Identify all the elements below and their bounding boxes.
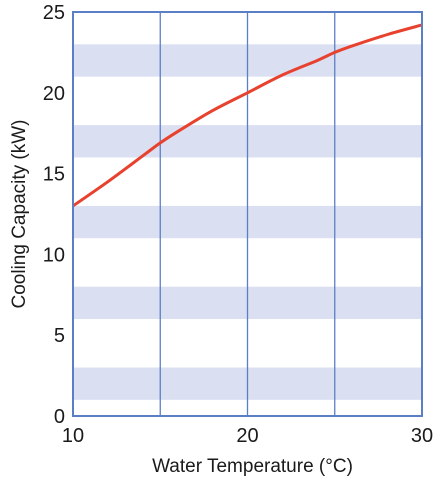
y-tick-label: 25	[43, 2, 65, 24]
plot-frame	[72, 11, 423, 417]
x-axis-title: Water Temperature (°C)	[152, 456, 353, 477]
x-tick-label: 10	[62, 425, 84, 447]
y-tick-label: 15	[43, 164, 65, 186]
x-tick-label: 30	[411, 425, 433, 447]
y-tick-label: 20	[43, 83, 65, 105]
y-tick-label: 10	[43, 244, 65, 266]
y-tick-labels: 0 5 10 15 20 25	[43, 2, 65, 428]
x-tick-labels: 10 20 30	[62, 425, 433, 447]
y-tick-label: 0	[54, 406, 65, 428]
x-gridlines	[159, 12, 336, 416]
x-tick-label: 20	[236, 425, 258, 447]
series-line	[72, 23, 423, 208]
y-axis-title: Cooling Capacity (kW)	[9, 120, 30, 309]
y-tick-label: 5	[54, 325, 65, 347]
